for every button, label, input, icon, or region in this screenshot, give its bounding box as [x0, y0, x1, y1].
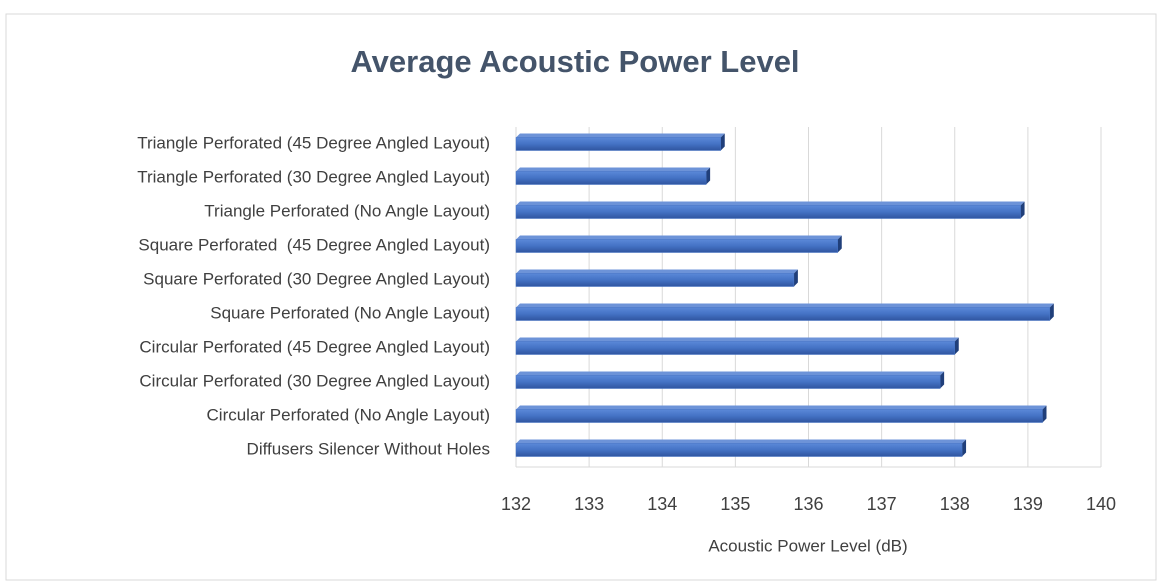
bar [515, 205, 1021, 219]
x-tick-label: 136 [793, 494, 823, 514]
x-tick-label: 132 [501, 494, 531, 514]
bar-side [706, 167, 711, 185]
chart-title: Average Acoustic Power Level [350, 44, 799, 79]
y-tick-label: Square Perforated (30 Degree Angled Layo… [143, 269, 490, 288]
bar-side [837, 235, 842, 253]
chart-border [5, 13, 1157, 581]
bar-top [516, 439, 967, 444]
bar-top [516, 371, 945, 376]
y-tick-label: Triangle Perforated (No Angle Layout) [204, 201, 490, 220]
bar-top [516, 133, 725, 138]
bar-top [516, 405, 1047, 410]
x-tick-label: 133 [574, 494, 604, 514]
bar [515, 443, 963, 457]
bar-side [954, 337, 959, 355]
x-tick-label: 135 [720, 494, 750, 514]
bar [515, 273, 795, 287]
bar-side [962, 439, 967, 457]
x-tick-label: 140 [1086, 494, 1116, 514]
bar-top [516, 167, 711, 172]
x-axis-label: Acoustic Power Level (dB) [708, 536, 907, 555]
bar [515, 307, 1051, 321]
bar-side [793, 269, 798, 287]
y-tick-label: Square Perforated (No Angle Layout) [210, 303, 490, 322]
y-tick-label: Triangle Perforated (45 Degree Angled La… [137, 133, 490, 152]
y-tick-label: Circular Perforated (30 Degree Angled La… [139, 371, 490, 390]
bar-top [516, 269, 798, 274]
bar [515, 137, 721, 151]
bar-side [1049, 303, 1054, 321]
y-tick-label: Diffusers Silencer Without Holes [247, 439, 490, 458]
x-tick-label: 137 [867, 494, 897, 514]
bar-side [940, 371, 945, 389]
bar [515, 375, 941, 389]
bar-top [516, 201, 1025, 206]
bar-side [720, 133, 725, 151]
bar [515, 341, 955, 355]
x-tick-label: 134 [647, 494, 677, 514]
x-tick-label: 139 [1013, 494, 1043, 514]
bar-top [516, 235, 842, 240]
bar [515, 409, 1043, 423]
bar-top [516, 337, 959, 342]
y-tick-label: Square Perforated (45 Degree Angled Layo… [138, 235, 490, 254]
bar-side [1020, 201, 1025, 219]
bar [515, 239, 838, 253]
x-tick-label: 138 [940, 494, 970, 514]
y-tick-label: Triangle Perforated (30 Degree Angled La… [137, 167, 490, 186]
bar [515, 171, 707, 185]
y-tick-label: Circular Perforated (No Angle Layout) [207, 405, 490, 424]
bar-top [516, 303, 1054, 308]
y-tick-label: Circular Perforated (45 Degree Angled La… [139, 337, 490, 356]
bar-side [1042, 405, 1047, 423]
